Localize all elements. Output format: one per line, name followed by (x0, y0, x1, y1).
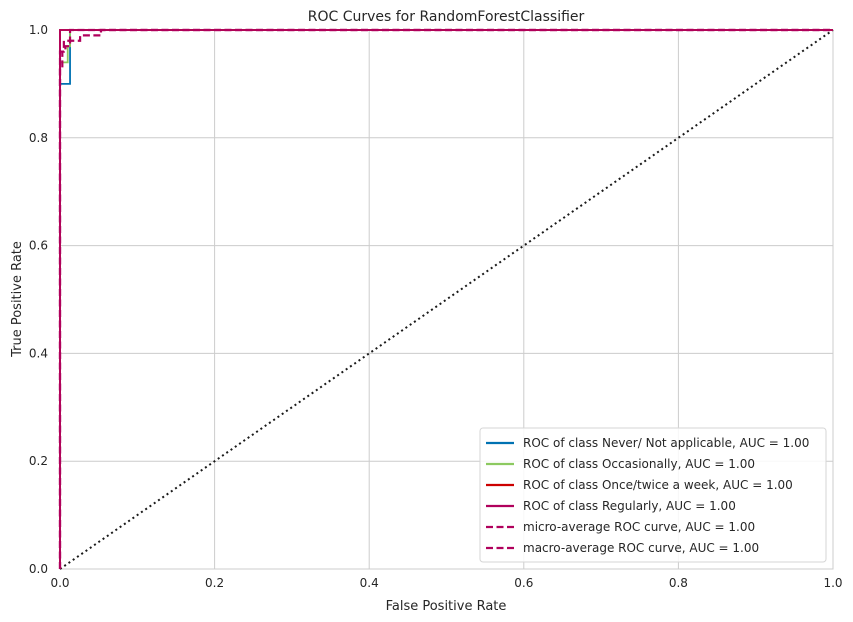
series-layer (58, 28, 834, 570)
y-tick-label: 1.0 (29, 23, 48, 37)
x-tick-label: 0.0 (50, 576, 69, 590)
tick-labels: 0.0 0.2 0.4 0.6 0.8 1.0 0.0 0.2 0.4 0.6 0.8 1.0 (29, 23, 843, 590)
x-tick-label: 1.0 (823, 576, 842, 590)
y-tick-label: 0.6 (29, 239, 48, 253)
y-tick-label: 0.8 (29, 131, 48, 145)
legend-label-2: ROC of class Occasionally, AUC = 1.00 (523, 457, 755, 471)
x-axis-label: False Positive Rate (386, 599, 507, 614)
legend-box (479, 427, 827, 563)
chart-title: ROC Curves for RandomForestClassifier (308, 9, 585, 25)
legend-label-3: ROC of class Once/twice a week, AUC = 1.… (523, 478, 793, 492)
legend-label-4: ROC of class Regularly, AUC = 1.00 (523, 499, 736, 513)
x-tick-label: 0.4 (360, 576, 379, 590)
series-line-5 (58, 28, 833, 569)
series-line-6 (58, 28, 833, 569)
reference-diagonal-line (59, 29, 834, 570)
y-tick-label: 0.4 (29, 346, 48, 360)
legend-label-5: micro-average ROC curve, AUC = 1.00 (523, 520, 755, 534)
x-tick-label: 0.6 (514, 576, 533, 590)
y-tick-label: 0.0 (29, 562, 48, 576)
legend-label-6: macro-average ROC curve, AUC = 1.00 (523, 541, 759, 555)
y-axis-label: True Positive Rate (10, 241, 25, 358)
x-tick-label: 0.2 (205, 576, 224, 590)
y-tick-label: 0.2 (29, 454, 48, 468)
x-tick-label: 0.8 (669, 576, 688, 590)
legend-label-1: ROC of class Never/ Not applicable, AUC … (523, 436, 809, 450)
legend: ROC of class Never/ Not applicable, AUC … (479, 427, 827, 563)
